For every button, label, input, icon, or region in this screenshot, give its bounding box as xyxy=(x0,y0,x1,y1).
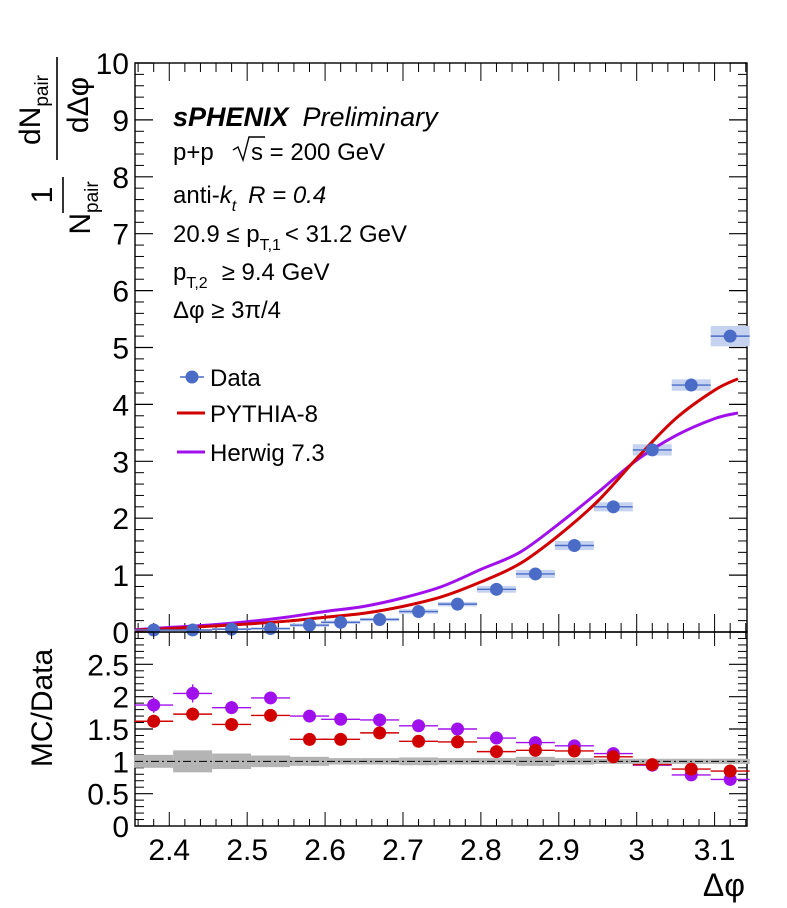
pythia-ratio-point xyxy=(567,744,581,758)
top-y-tick-label: 10 xyxy=(96,48,129,81)
x-tick-label: 3 xyxy=(628,834,645,867)
top-y-tick-label: 4 xyxy=(112,389,129,422)
ratio-y-tick-label: 0 xyxy=(112,811,129,844)
top-y-tick-label: 0 xyxy=(112,617,129,650)
ratio-uncertainty-box xyxy=(476,758,516,765)
data-point xyxy=(528,567,542,581)
pythia-ratio-point xyxy=(489,745,503,759)
pythia-ratio-point xyxy=(264,708,278,722)
energy-label: s = 200 GeV xyxy=(251,139,385,166)
herwig-ratio-point xyxy=(334,712,348,726)
data-point xyxy=(567,539,581,553)
herwig-ratio-point xyxy=(264,691,278,705)
x-tick-label: 2.6 xyxy=(304,834,346,867)
top-y-tick-label: 5 xyxy=(112,333,129,366)
x-tick-label: 2.8 xyxy=(460,834,502,867)
top-y-tick-label: 8 xyxy=(112,162,129,195)
dphi-cut: Δφ ≥ 3π/4 xyxy=(173,297,281,324)
top-y-tick-label: 3 xyxy=(112,446,129,479)
jet-algo-label: anti-kt R = 0.4 xyxy=(173,182,326,215)
top-panel-frame xyxy=(134,62,748,633)
ratio-panel-plot: 00.511.522.52.4 2.5 2.6 2.7 2.8 2.9 3 3.1 xyxy=(87,631,750,867)
pythia-ratio-point xyxy=(186,707,200,721)
pythia-ratio-point xyxy=(412,734,426,748)
data-point xyxy=(684,378,698,392)
leading-pt-cut: 20.9 ≤ pT,1 < 31.2 GeV xyxy=(173,221,407,254)
data-point xyxy=(334,615,348,629)
sqrt-symbol xyxy=(232,136,265,163)
subleading-pt-cut: pT,2 ≥ 9.4 GeV xyxy=(173,259,330,292)
pythia-ratio-point xyxy=(147,714,161,728)
collision-system: p+p xyxy=(173,139,214,166)
pythia-ratio-point xyxy=(225,717,239,731)
ratio-y-tick-label: 2.5 xyxy=(87,649,129,682)
data-point xyxy=(186,623,200,637)
herwig-ratio-point xyxy=(147,698,161,712)
pythia-ratio-point xyxy=(684,762,698,776)
y-label-deriv-den: dΔφ xyxy=(62,77,95,133)
data-point xyxy=(606,500,620,514)
ratio-y-tick-label: 1.5 xyxy=(87,714,129,747)
herwig-ratio-point xyxy=(373,713,387,727)
annotation-block: sPHENIX Preliminary p+p s = 200 GeV anti-… xyxy=(173,102,439,324)
y-label-frac-num: 1 xyxy=(26,187,59,204)
experiment-label: sPHENIX Preliminary xyxy=(173,102,439,132)
x-tick-label: 2.9 xyxy=(538,834,580,867)
ratio-y-tick-label: 0.5 xyxy=(87,779,129,812)
x-tick-label: 2.4 xyxy=(148,834,190,867)
ratio-uncertainty-box xyxy=(321,758,361,765)
legend: Data PYTHIA-8 Herwig 7.3 xyxy=(177,365,325,467)
x-tick-label: 3.1 xyxy=(694,834,736,867)
data-point xyxy=(412,605,426,619)
herwig-ratio-point xyxy=(451,722,465,736)
data-point xyxy=(303,618,317,632)
top-y-tick-label: 9 xyxy=(112,105,129,138)
data-point xyxy=(723,329,737,343)
pythia-ratio-point xyxy=(528,743,542,757)
herwig-ratio-point xyxy=(186,686,200,700)
y-label-frac-den: Npair xyxy=(64,181,103,235)
legend-entry-data: Data xyxy=(180,365,261,392)
pythia-ratio-point xyxy=(303,732,317,746)
legend-entry-herwig: Herwig 7.3 xyxy=(177,440,325,467)
herwig-ratio-point xyxy=(412,719,426,733)
herwig-ratio-point xyxy=(225,701,239,715)
herwig-ratio-point xyxy=(489,731,503,745)
top-y-axis-label: 1 Npair dNpair dΔφ xyxy=(14,57,103,235)
x-tick-label: 2.7 xyxy=(382,834,424,867)
legend-pythia-label: PYTHIA-8 xyxy=(210,401,318,428)
data-point xyxy=(451,597,465,611)
pythia-ratio-point xyxy=(645,758,659,772)
data-point xyxy=(147,623,161,637)
top-y-tick-label: 1 xyxy=(112,560,129,593)
data-point xyxy=(373,612,387,626)
top-y-tick-label: 2 xyxy=(112,503,129,536)
data-point xyxy=(264,622,278,636)
data-point xyxy=(645,443,659,457)
pythia-ratio-point xyxy=(723,764,737,778)
ratio-uncertainty-box xyxy=(290,756,329,766)
pythia-ratio-point xyxy=(451,735,465,749)
ratio-uncertainty-box xyxy=(173,750,213,773)
ratio-y-axis-label: MC/Data xyxy=(26,649,59,768)
legend-data-marker xyxy=(185,370,199,384)
y-label-deriv-num: dNpair xyxy=(14,74,53,145)
pythia-ratio-point xyxy=(606,750,620,764)
legend-herwig-label: Herwig 7.3 xyxy=(210,440,325,467)
ratio-y-tick-label: 2 xyxy=(112,682,129,715)
legend-entry-pythia: PYTHIA-8 xyxy=(177,401,318,428)
top-y-tick-label: 7 xyxy=(112,219,129,252)
herwig-ratio-point xyxy=(303,709,317,723)
pythia-ratio-point xyxy=(373,726,387,740)
top-y-tick-label: 6 xyxy=(112,276,129,309)
x-tick-label: 2.5 xyxy=(226,834,268,867)
legend-data-label: Data xyxy=(210,365,261,392)
x-axis-label: Δφ xyxy=(703,867,745,903)
data-point xyxy=(489,582,503,596)
ratio-y-tick-label: 1 xyxy=(112,746,129,779)
pythia-ratio-point xyxy=(334,732,348,746)
